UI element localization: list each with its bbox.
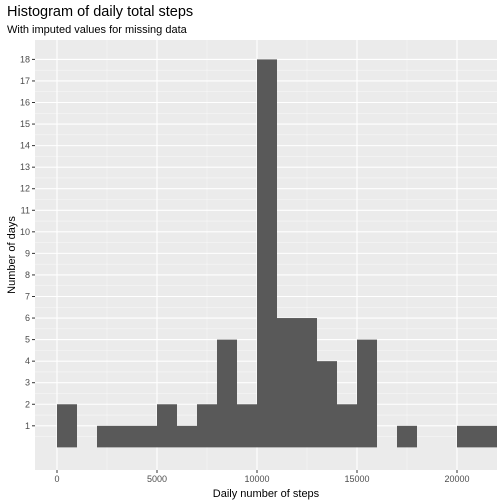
y-tick-label: 17 [20, 76, 30, 86]
histogram-bar [197, 404, 217, 448]
y-tick-label: 11 [21, 205, 30, 215]
histogram-bar [277, 318, 297, 448]
y-tick-label: 3 [25, 378, 30, 388]
y-tick-label: 9 [25, 248, 30, 258]
y-tick-label: 8 [25, 270, 30, 280]
histogram-bar [397, 425, 417, 448]
histogram-bar [457, 425, 477, 448]
y-axis-label: Number of days [6, 216, 18, 294]
y-tick-label: 7 [25, 291, 30, 301]
chart-subtitle: With imputed values for missing data [7, 24, 187, 36]
histogram-bar [477, 425, 497, 448]
y-tick-label: 16 [20, 98, 30, 108]
y-tick-label: 1 [25, 421, 30, 431]
histogram-bar [237, 404, 257, 448]
histogram-bar [177, 425, 197, 448]
histogram-bar [297, 318, 317, 448]
y-tick-label: 14 [20, 141, 30, 151]
histogram-bar [217, 339, 237, 448]
y-tick-label: 4 [25, 356, 30, 366]
y-tick-label: 6 [25, 313, 30, 323]
histogram-bar [337, 404, 357, 448]
chart-title: Histogram of daily total steps [7, 4, 194, 20]
histogram-bar [97, 425, 117, 448]
y-tick-label: 2 [25, 399, 30, 409]
y-tick-label: 5 [25, 335, 30, 345]
histogram-bar [257, 59, 277, 448]
x-tick-label: 15000 [344, 474, 369, 484]
x-tick-label: 5000 [147, 474, 167, 484]
x-axis: 0 5000 10000 15000 20000 [54, 470, 470, 484]
histogram-bar [57, 404, 77, 448]
x-tick-label: 0 [54, 474, 59, 484]
bars [57, 59, 497, 448]
x-tick-label: 10000 [244, 474, 269, 484]
histogram-bar [137, 425, 157, 448]
y-tick-label: 10 [20, 227, 30, 237]
y-tick-label: 18 [20, 54, 30, 64]
y-tick-label: 12 [20, 184, 30, 194]
histogram-bar [117, 425, 137, 448]
y-tick-label: 13 [20, 162, 30, 172]
x-axis-label: Daily number of steps [213, 488, 320, 500]
histogram-bar [157, 404, 177, 448]
histogram-bar [357, 339, 377, 448]
x-tick-label: 20000 [444, 474, 469, 484]
histogram-bar [317, 361, 337, 448]
y-tick-label: 15 [20, 119, 30, 129]
